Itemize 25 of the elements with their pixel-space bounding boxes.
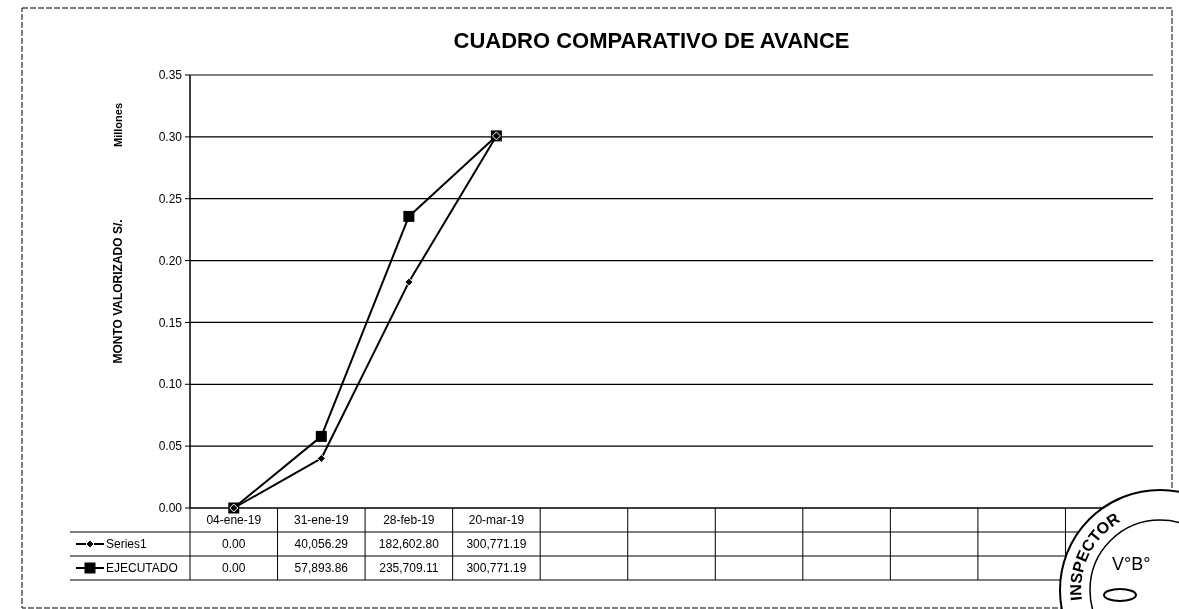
x-tick-label: 20-mar-19 (468, 513, 525, 528)
y-tick-label: 0.05 (158, 439, 183, 454)
y-tick-label: 0.10 (158, 377, 183, 392)
y-tick-label: 0.20 (158, 253, 183, 268)
y-tick-label: 0.15 (158, 315, 183, 330)
y-tick-label: 0.35 (158, 68, 183, 83)
legend-label: Series1 (106, 537, 148, 552)
x-tick-label: 04-ene-19 (206, 513, 262, 528)
x-tick-label: 31-ene-19 (293, 513, 349, 528)
text: Millones (112, 102, 124, 148)
y-tick-label: 0.25 (158, 191, 183, 206)
text: 57,893.86 (294, 561, 349, 576)
text: 40,056.29 (294, 537, 349, 552)
text: 0.00 (222, 537, 246, 552)
y-tick-label: 0.00 (158, 501, 183, 516)
text: 0.00 (222, 561, 246, 576)
text: 300,771.19 (466, 537, 527, 552)
y-axis-title: MONTO VALORIZADO S/. (111, 219, 125, 364)
text: 300,771.19 (466, 561, 527, 576)
text: 182,602.80 (378, 537, 440, 552)
chart-title: CUADRO COMPARATIVO DE AVANCE (453, 28, 850, 53)
legend-label: EJECUTADO (106, 561, 178, 576)
x-tick-label: 28-feb-19 (383, 513, 435, 528)
y-tick-label: 0.30 (158, 130, 183, 145)
text: 235,709.11 (379, 561, 439, 576)
